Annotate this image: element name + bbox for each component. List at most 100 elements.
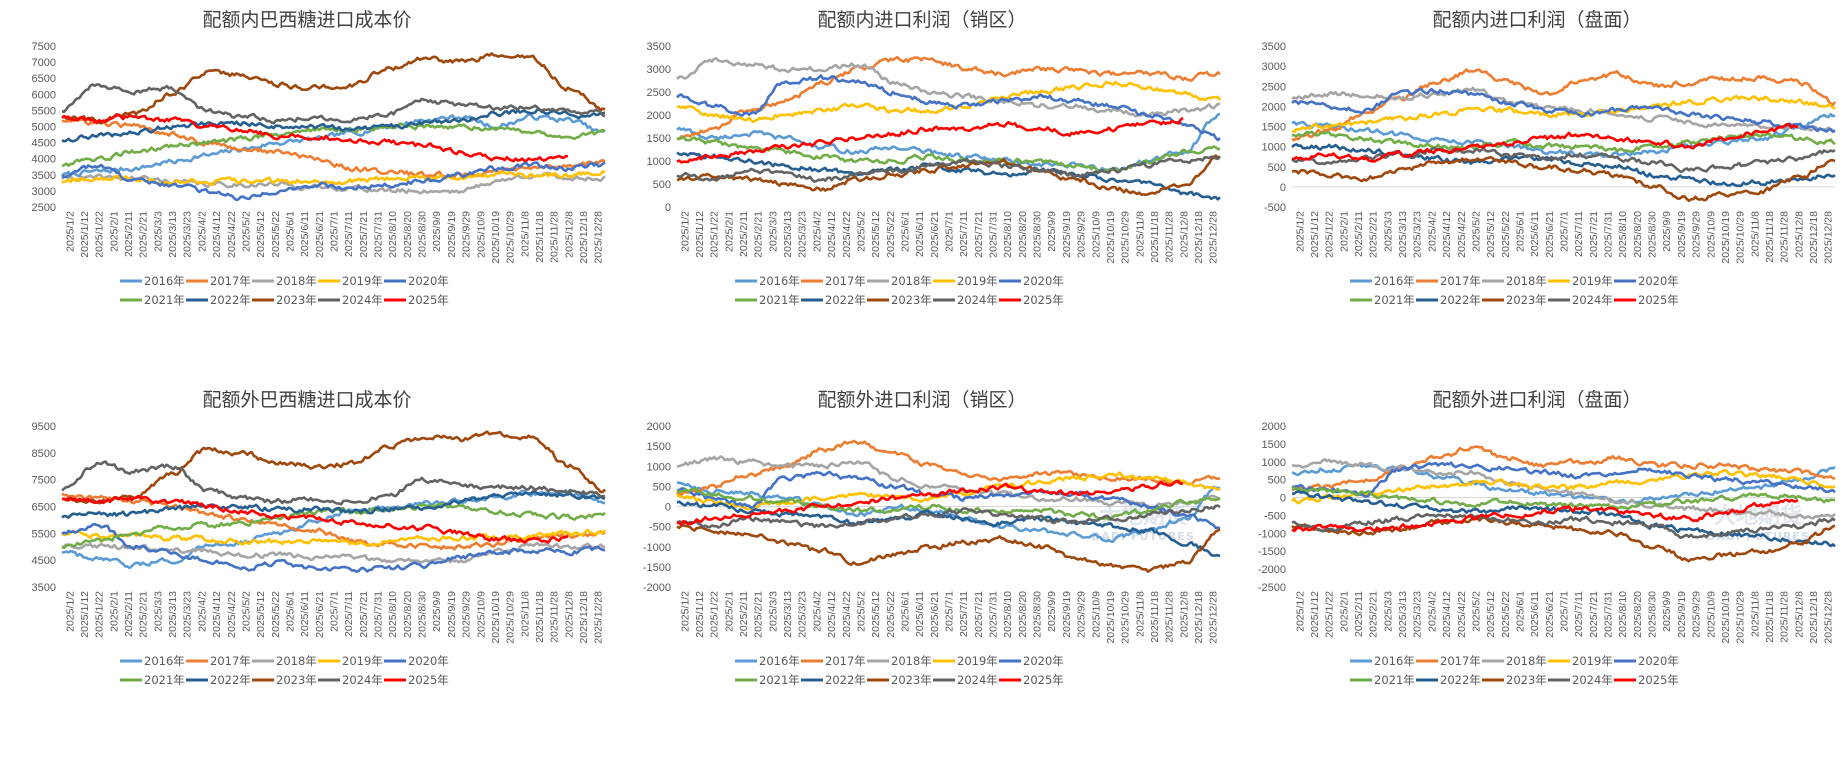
x-tick-label: 2025/12/8 <box>1793 211 1805 258</box>
legend-label: 2016年 <box>759 654 800 668</box>
x-tick-label: 2025/7/21 <box>358 591 370 638</box>
x-tick-label: 2025/1/2 <box>64 591 76 632</box>
legend-label: 2023年 <box>891 293 932 307</box>
x-tick-label: 2025/5/2 <box>1470 591 1482 632</box>
legend-label: 2018年 <box>276 274 317 288</box>
series-line-2017年 <box>676 439 1221 497</box>
x-tick-label: 2025/9/29 <box>461 211 473 258</box>
chart-panel-1: 配额内巴西糖进口成本价 2500 3000 3500 4000 4500 5000 5500 6… <box>0 0 615 380</box>
x-tick-label: 2025/11/28 <box>1779 211 1791 263</box>
chart-svg-6: 配额外进口利润（盘面） -2500 -2000 -1500 -1000 -500 0 500 1… <box>1258 389 1836 687</box>
y-tick-label: 500 <box>1268 162 1286 174</box>
x-tick-label: 2025/5/22 <box>1500 211 1512 258</box>
x-tick-label: 2025/11/8 <box>1749 211 1761 257</box>
chart-svg-4: 配额外巴西糖进口成本价 3500 4500 5500 6500 7500 8500 9500 2… <box>32 389 606 687</box>
series-line-2021年 <box>1291 485 1836 511</box>
series-line-2022年 <box>61 108 606 143</box>
x-tick-label: 2025/4/2 <box>196 591 208 632</box>
x-tick-label: 2025/10/29 <box>1735 211 1747 264</box>
legend: 2016年 2017年 2018年 2019年 2020年 2021年 2022年 2023年… <box>1350 274 1679 307</box>
x-tick-label: 2025/6/11 <box>1529 591 1541 637</box>
x-tick-label: 2025/4/22 <box>841 211 853 258</box>
x-tick-label: 2025/7/21 <box>1588 211 1600 258</box>
x-tick-label: 2025/3/23 <box>182 211 194 258</box>
series-line-2022年 <box>1291 143 1836 188</box>
y-tick-label: 0 <box>665 202 671 214</box>
x-tick-label: 2025/9/9 <box>431 211 443 252</box>
x-tick-label: 2025/12/18 <box>1193 591 1205 644</box>
x-tick-label: 2025/5/22 <box>270 591 282 638</box>
x-tick-label: 2025/7/1 <box>329 591 341 632</box>
series-line-2025年 <box>1291 498 1799 533</box>
y-tick-label: 6500 <box>32 502 56 514</box>
x-tick-label: 2025/10/19 <box>490 211 502 264</box>
legend-label: 2023年 <box>891 673 932 687</box>
legend-label: 2025年 <box>1023 293 1064 307</box>
y-tick-label: 4500 <box>32 138 56 150</box>
y-tick-label: 2000 <box>1262 421 1286 433</box>
legend-label: 2024年 <box>957 673 998 687</box>
x-tick-label: 2025/7/21 <box>1588 591 1600 638</box>
x-tick-label: 2025/2/11 <box>123 591 135 637</box>
x-tick-label: 2025/5/12 <box>1485 211 1497 258</box>
x-tick-label: 2025/12/28 <box>1208 591 1220 644</box>
series-line-2022年 <box>1291 489 1836 548</box>
legend-label: 2022年 <box>210 293 251 307</box>
x-tick-label: 2025/6/21 <box>1544 591 1556 638</box>
x-tick-label: 2025/5/12 <box>870 211 882 258</box>
legend-label: 2016年 <box>1374 274 1415 288</box>
y-tick-label: 3500 <box>32 582 56 594</box>
x-tick-label: 2025/6/1 <box>284 591 296 632</box>
legend-label: 2022年 <box>210 673 251 687</box>
y-tick-label: 5000 <box>32 122 56 134</box>
x-tick-label: 2025/1/22 <box>709 591 721 638</box>
legend-label: 2019年 <box>957 654 998 668</box>
x-tick-label: 2025/8/20 <box>1632 591 1644 638</box>
x-tick-label: 2025/10/29 <box>1120 591 1132 644</box>
x-tick-label: 2025/8/30 <box>1647 211 1659 258</box>
legend-label: 2023年 <box>1506 293 1547 307</box>
x-tick-label: 2025/8/10 <box>1617 591 1629 638</box>
y-tick-label: 500 <box>653 481 671 493</box>
x-tick-label: 2025/11/8 <box>1134 591 1146 637</box>
x-tick-label: 2025/7/11 <box>1573 591 1585 637</box>
x-tick-label: 2025/8/30 <box>1032 591 1044 638</box>
y-tick-label: 1000 <box>647 461 671 473</box>
x-tick-label: 2025/3/23 <box>182 591 194 638</box>
x-tick-label: 2025/9/29 <box>461 591 473 638</box>
legend-label: 2017年 <box>1440 274 1481 288</box>
legend-label: 2019年 <box>1572 274 1613 288</box>
series-line-2024年 <box>61 83 606 125</box>
series-line-2019年 <box>1291 468 1836 505</box>
x-tick-label: 2025/2/1 <box>1338 211 1350 252</box>
x-tick-label: 2025/6/1 <box>284 211 296 252</box>
chart-svg-5: 配额外进口利润（销区） -2000 -1500 -1000 -500 0 500 1000 15… <box>643 389 1221 687</box>
x-tick-label: 2025/12/8 <box>563 591 575 638</box>
x-tick-label: 2025/12/18 <box>578 591 590 644</box>
x-tick-label: 2025/11/28 <box>549 591 561 643</box>
y-tick-label: 1000 <box>647 156 671 168</box>
x-tick-label: 2025/7/21 <box>973 591 985 638</box>
x-tick-label: 2025/11/18 <box>1149 211 1161 263</box>
x-tick-label: 2025/8/20 <box>402 591 414 638</box>
chart-svg-2: 配额内进口利润（销区） 0 500 1000 1500 2000 2500 3000 3500 2… <box>647 9 1222 307</box>
x-tick-label: 2025/6/21 <box>314 211 326 258</box>
series-line-2024年 <box>676 504 1221 529</box>
x-tick-label: 2025/5/22 <box>270 211 282 258</box>
series-line-2020年 <box>1291 461 1836 498</box>
x-tick-label: 2025/12/8 <box>1178 591 1190 638</box>
y-tick-label: 7500 <box>32 475 56 487</box>
series-line-2022年 <box>61 490 606 519</box>
x-tick-label: 2025/2/11 <box>123 211 135 257</box>
x-tick-label: 2025/10/29 <box>505 591 517 644</box>
chart-title: 配额外巴西糖进口成本价 <box>202 389 411 411</box>
series-line-2020年 <box>61 522 606 573</box>
x-tick-label: 2025/1/22 <box>1324 211 1336 258</box>
x-tick-label: 2025/5/22 <box>885 591 897 638</box>
series-line-2017年 <box>676 55 1221 141</box>
chart-panel-4: 配额外巴西糖进口成本价 3500 4500 5500 6500 7500 8500 9500 2… <box>0 380 615 760</box>
y-tick-label: 0 <box>665 502 671 514</box>
chart-panel-2: 配额内进口利润（销区） 0 500 1000 1500 2000 2500 3000 3500 2… <box>615 0 1230 380</box>
x-tick-label: 2025/2/1 <box>1338 591 1350 632</box>
series-line-2018年 <box>676 57 1221 118</box>
